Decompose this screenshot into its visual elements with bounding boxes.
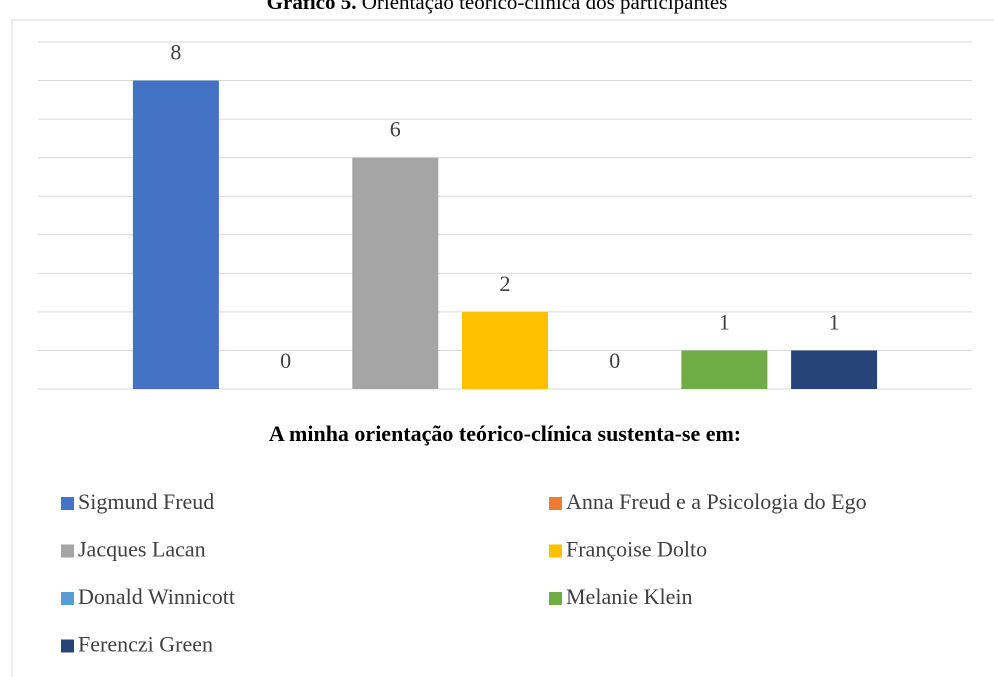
- bar: [462, 311, 548, 389]
- legend-swatch: [549, 592, 562, 605]
- legend-swatch: [61, 544, 74, 558]
- x-axis-label: A minha orientação teórico-clínica suste…: [269, 421, 741, 446]
- legend-label: Anna Freud e a Psicologia do Ego: [566, 489, 867, 514]
- legend-swatch: [61, 497, 74, 510]
- data-label: 1: [829, 309, 840, 334]
- title-label: Gráfico 5.: [267, 0, 357, 14]
- legend-label: Jacques Lacan: [78, 537, 206, 562]
- bar: [352, 157, 439, 389]
- legend-label: Françoise Dolto: [566, 537, 707, 562]
- legend-label: Ferenczi Green: [78, 632, 213, 657]
- legend-swatch: [61, 639, 74, 653]
- legend-label: Melanie Klein: [566, 584, 692, 609]
- data-label: 2: [500, 271, 511, 296]
- data-label: 8: [170, 40, 181, 65]
- data-label: 0: [609, 348, 620, 373]
- bar: [791, 350, 878, 389]
- title-text: Orientação teórico-clínica dos participa…: [362, 0, 728, 14]
- data-label: 0: [280, 348, 291, 373]
- data-label: 1: [719, 309, 730, 334]
- bar: [681, 350, 768, 389]
- legend-label: Donald Winnicott: [78, 584, 235, 609]
- bar: [132, 80, 219, 390]
- legend-swatch: [549, 544, 562, 558]
- chart-title: Gráfico 5. Orientação teórico-clínica do…: [267, 0, 728, 14]
- legend-label: Sigmund Freud: [78, 489, 214, 514]
- data-label: 6: [390, 117, 401, 142]
- legend-swatch: [549, 497, 562, 510]
- legend-swatch: [61, 592, 74, 605]
